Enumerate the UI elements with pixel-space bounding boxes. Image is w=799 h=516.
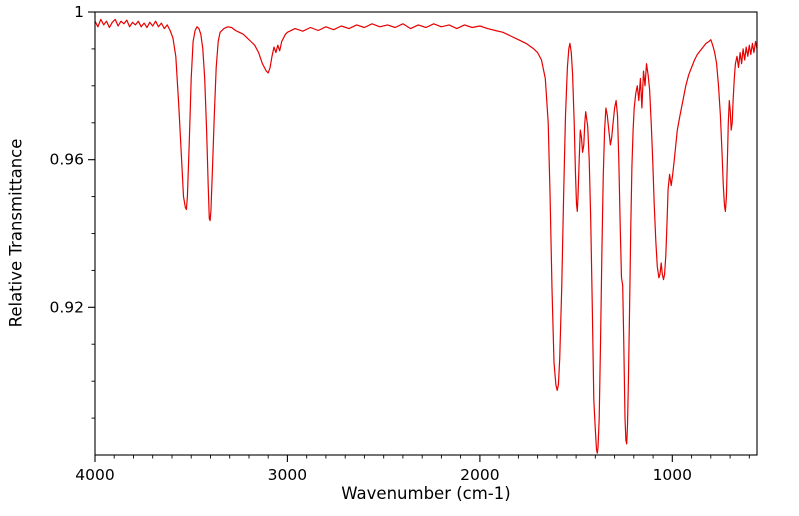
spectrum-line xyxy=(95,18,757,454)
x-tick-label: 1000 xyxy=(653,466,692,484)
y-axis-label: Relative Transmittance xyxy=(6,138,26,328)
x-axis-label: Wavenumber (cm-1) xyxy=(341,484,511,503)
x-tick-label: 2000 xyxy=(460,466,499,484)
x-tick-label: 4000 xyxy=(75,466,114,484)
y-tick-label: 0.92 xyxy=(49,298,84,316)
axes-box xyxy=(94,11,758,456)
y-tick-label: 1 xyxy=(74,3,84,21)
y-tick-label: 0.96 xyxy=(49,151,84,169)
x-tick-label: 3000 xyxy=(268,466,307,484)
